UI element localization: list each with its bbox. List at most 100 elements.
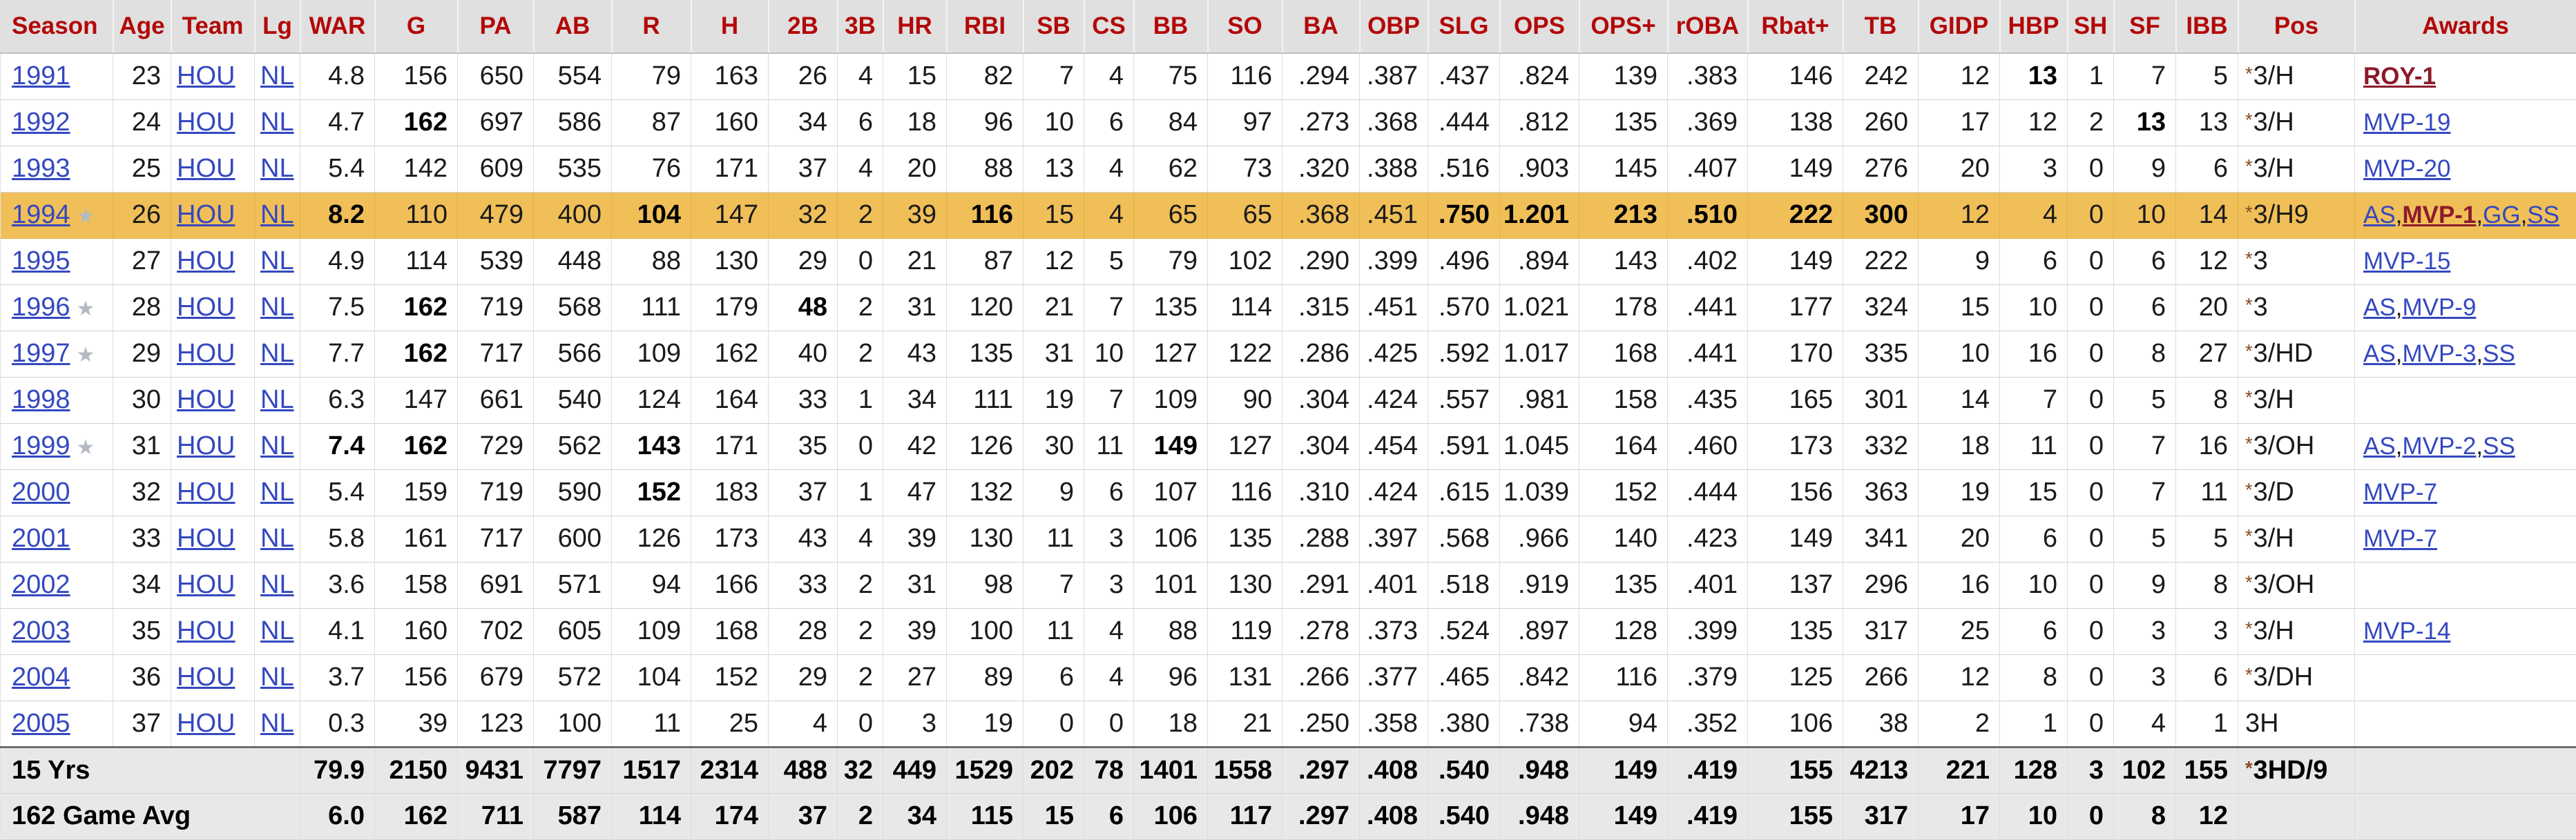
season-link[interactable]: 1998	[12, 385, 70, 414]
col-header-war[interactable]: WAR	[300, 0, 375, 53]
league-link[interactable]: NL	[260, 108, 294, 137]
season-link[interactable]: 1999	[12, 431, 70, 460]
col-header-hr[interactable]: HR	[883, 0, 947, 53]
col-header-lg[interactable]: Lg	[255, 0, 300, 53]
award-link-mvp-7[interactable]: MVP-7	[2363, 479, 2437, 506]
award-link-mvp-3[interactable]: MVP-3	[2402, 340, 2476, 367]
award-link-mvp-2[interactable]: MVP-2	[2402, 433, 2476, 460]
award-link-mvp-15[interactable]: MVP-15	[2363, 248, 2450, 275]
col-header-ops[interactable]: OPS	[1500, 0, 1579, 53]
col-header-tb[interactable]: TB	[1843, 0, 1919, 53]
league-link[interactable]: NL	[260, 154, 294, 183]
col-header-roba[interactable]: rOBA	[1668, 0, 1748, 53]
award-link-mvp-1[interactable]: MVP-1	[2402, 202, 2476, 228]
award-link-ss[interactable]: SS	[2483, 433, 2515, 460]
league-link[interactable]: NL	[260, 524, 294, 553]
team-link[interactable]: HOU	[177, 246, 235, 275]
league-link[interactable]: NL	[260, 200, 294, 229]
col-header-so[interactable]: SO	[1208, 0, 1282, 53]
col-header-cs[interactable]: CS	[1084, 0, 1134, 53]
team-link[interactable]: HOU	[177, 478, 235, 507]
award-link-mvp-14[interactable]: MVP-14	[2363, 618, 2450, 645]
award-link-as[interactable]: AS	[2363, 202, 2396, 228]
col-header-ba[interactable]: BA	[1282, 0, 1360, 53]
col-header-r[interactable]: R	[612, 0, 691, 53]
col-header-2b[interactable]: 2B	[769, 0, 838, 53]
award-link-as[interactable]: AS	[2363, 294, 2396, 321]
award-link-as[interactable]: AS	[2363, 340, 2396, 367]
col-header-sf[interactable]: SF	[2114, 0, 2176, 53]
league-link[interactable]: NL	[260, 431, 294, 460]
league-link[interactable]: NL	[260, 246, 294, 275]
team-link[interactable]: HOU	[177, 616, 235, 645]
col-header-age[interactable]: Age	[113, 0, 171, 53]
col-header-ab[interactable]: AB	[534, 0, 612, 53]
season-link[interactable]: 1994	[12, 200, 70, 229]
award-link-ss[interactable]: SS	[2483, 340, 2515, 367]
col-header-opsplus[interactable]: OPS+	[1579, 0, 1668, 53]
season-link[interactable]: 1995	[12, 246, 70, 275]
award-link-as[interactable]: AS	[2363, 433, 2396, 460]
league-link[interactable]: NL	[260, 709, 294, 738]
league-link[interactable]: NL	[260, 385, 294, 414]
season-link[interactable]: 1997	[12, 339, 70, 368]
season-link[interactable]: 2002	[12, 570, 70, 599]
team-link[interactable]: HOU	[177, 524, 235, 553]
season-link[interactable]: 2004	[12, 663, 70, 692]
award-link-mvp-19[interactable]: MVP-19	[2363, 109, 2450, 136]
col-header-team[interactable]: Team	[171, 0, 255, 53]
col-header-ibb[interactable]: IBB	[2176, 0, 2238, 53]
season-link[interactable]: 1996	[12, 293, 70, 322]
award-link-mvp-20[interactable]: MVP-20	[2363, 155, 2450, 182]
col-header-awards[interactable]: Awards	[2355, 0, 2576, 53]
league-link[interactable]: NL	[260, 293, 294, 322]
team-link[interactable]: HOU	[177, 108, 235, 137]
season-link[interactable]: 2003	[12, 616, 70, 645]
team-link[interactable]: HOU	[177, 200, 235, 229]
award-link-ss[interactable]: SS	[2527, 202, 2559, 228]
col-header-rbatplus[interactable]: Rbat+	[1748, 0, 1843, 53]
col-header-pos[interactable]: Pos	[2238, 0, 2355, 53]
season-link[interactable]: 2005	[12, 709, 70, 738]
team-link[interactable]: HOU	[177, 709, 235, 738]
season-link[interactable]: 2001	[12, 524, 70, 553]
team-link[interactable]: HOU	[177, 339, 235, 368]
team-link[interactable]: HOU	[177, 61, 235, 90]
team-link[interactable]: HOU	[177, 431, 235, 460]
season-link[interactable]: 1993	[12, 154, 70, 183]
league-link[interactable]: NL	[260, 478, 294, 507]
col-header-season[interactable]: Season	[1, 0, 113, 53]
col-header-sh[interactable]: SH	[2068, 0, 2114, 53]
award-link-mvp-9[interactable]: MVP-9	[2402, 294, 2476, 321]
award-link-gg[interactable]: GG	[2483, 202, 2520, 228]
stat-age: 30	[113, 377, 171, 423]
col-header-h[interactable]: H	[691, 0, 769, 53]
col-header-obp[interactable]: OBP	[1360, 0, 1428, 53]
team-link[interactable]: HOU	[177, 385, 235, 414]
team-link[interactable]: HOU	[177, 293, 235, 322]
col-header-rbi[interactable]: RBI	[947, 0, 1023, 53]
season-link[interactable]: 1991	[12, 61, 70, 90]
col-header-hbp[interactable]: HBP	[2000, 0, 2068, 53]
team-link[interactable]: HOU	[177, 570, 235, 599]
team-link[interactable]: HOU	[177, 154, 235, 183]
col-header-gidp[interactable]: GIDP	[1919, 0, 2000, 53]
stat-slg: .592	[1428, 331, 1500, 377]
col-header-bb[interactable]: BB	[1134, 0, 1208, 53]
league-link[interactable]: NL	[260, 61, 294, 90]
team-link[interactable]: HOU	[177, 663, 235, 692]
col-header-slg[interactable]: SLG	[1428, 0, 1500, 53]
season-link[interactable]: 2000	[12, 478, 70, 507]
col-header-3b[interactable]: 3B	[838, 0, 883, 53]
league-link[interactable]: NL	[260, 339, 294, 368]
award-link-mvp-7[interactable]: MVP-7	[2363, 525, 2437, 552]
award-link-roy-1[interactable]: ROY-1	[2363, 63, 2436, 90]
col-header-g[interactable]: G	[375, 0, 458, 53]
col-header-sb[interactable]: SB	[1023, 0, 1084, 53]
col-header-pa[interactable]: PA	[458, 0, 534, 53]
league-link[interactable]: NL	[260, 570, 294, 599]
season-link[interactable]: 1992	[12, 108, 70, 137]
league-link[interactable]: NL	[260, 663, 294, 692]
league-link[interactable]: NL	[260, 616, 294, 645]
